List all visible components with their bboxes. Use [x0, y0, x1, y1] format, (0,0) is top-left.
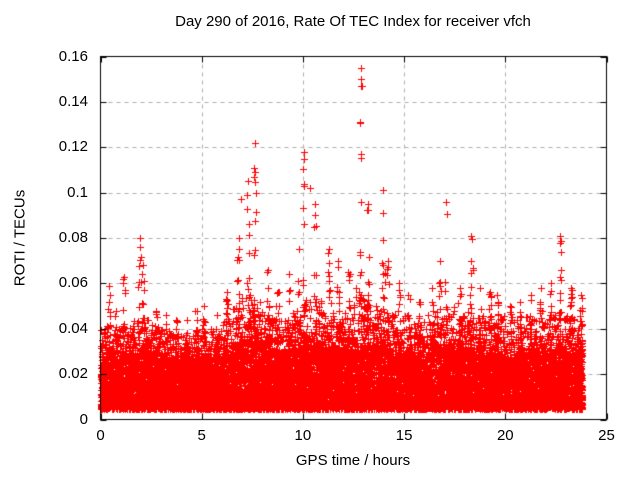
x-tick-label: 20	[496, 427, 514, 444]
chart-title: Day 290 of 2016, Rate Of TEC Index for r…	[175, 13, 531, 30]
y-tick-label: 0.16	[58, 47, 88, 65]
y-tick-label: 0.06	[58, 274, 88, 292]
y-tick-label: 0.02	[58, 365, 88, 383]
y-tick-label: 0.08	[58, 229, 88, 246]
x-tick-label: 10	[294, 427, 312, 444]
y-tick-label: 0.14	[58, 92, 88, 110]
y-tick-label: 0.04	[58, 319, 88, 337]
x-tick-label: 15	[395, 427, 413, 444]
x-tick-label: 0	[96, 427, 105, 444]
x-tick-label: 25	[598, 427, 615, 444]
y-tick-label: 0.12	[58, 138, 88, 156]
x-tick-label: 5	[197, 427, 206, 444]
y-tick-label: 0.1	[67, 183, 88, 201]
x-axis-label: GPS time / hours	[295, 452, 411, 469]
y-tick-label: 0	[79, 410, 88, 428]
